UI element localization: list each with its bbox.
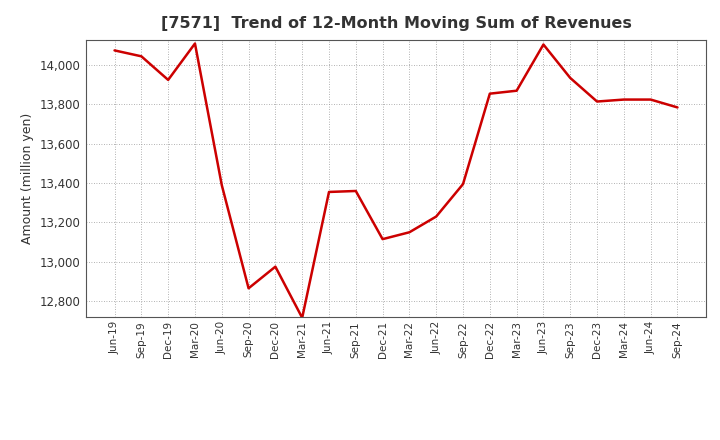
Y-axis label: Amount (million yen): Amount (million yen) bbox=[22, 113, 35, 244]
Title: [7571]  Trend of 12-Month Moving Sum of Revenues: [7571] Trend of 12-Month Moving Sum of R… bbox=[161, 16, 631, 32]
